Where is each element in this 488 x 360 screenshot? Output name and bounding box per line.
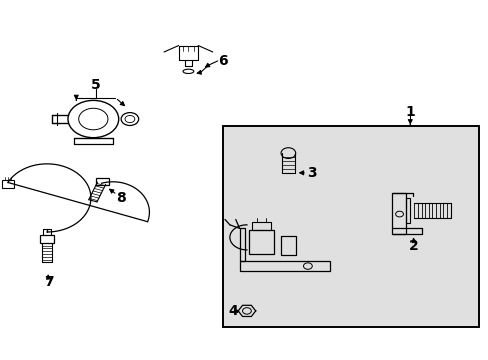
Bar <box>222 126 478 327</box>
Text: 4: 4 <box>227 304 237 318</box>
Text: 7: 7 <box>43 275 53 289</box>
Bar <box>40 235 54 243</box>
Bar <box>222 126 478 327</box>
Text: 6: 6 <box>217 54 227 68</box>
Text: 5: 5 <box>91 78 101 92</box>
Text: 2: 2 <box>408 239 418 253</box>
Text: 1: 1 <box>405 105 414 119</box>
Bar <box>249 230 273 253</box>
Bar <box>281 235 295 255</box>
Text: 3: 3 <box>306 166 316 180</box>
Text: 8: 8 <box>116 191 126 204</box>
Bar <box>251 222 271 230</box>
Bar <box>391 193 406 234</box>
Bar <box>96 178 108 185</box>
Bar <box>2 180 14 188</box>
Bar <box>239 228 245 261</box>
Bar <box>406 198 409 223</box>
Bar <box>239 261 329 271</box>
Bar <box>281 235 295 255</box>
